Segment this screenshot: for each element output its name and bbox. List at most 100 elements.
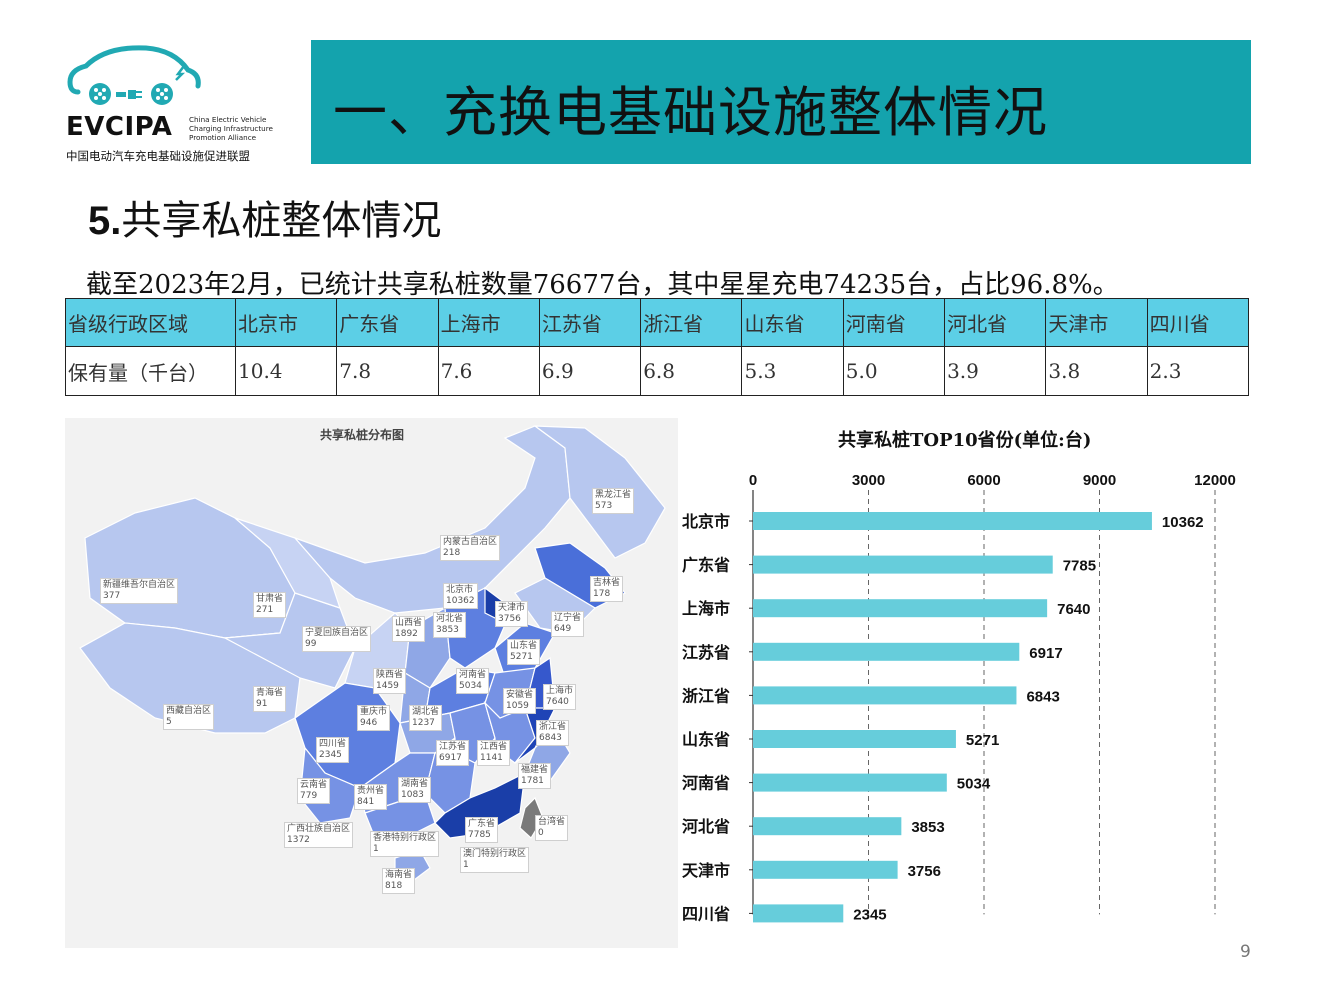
category-label: 河南省 <box>682 774 730 793</box>
map-label: 河南省 5034 <box>456 668 490 694</box>
x-tick-label: 12000 <box>1194 472 1236 489</box>
bar-chart-svg: 0 3000 6000 9000 12000 北京市 10362 广东省 7785 上海市 7640… <box>682 472 1236 923</box>
bar <box>753 599 1048 618</box>
logo-chinese-name: 中国电动汽车充电基础设施促进联盟 <box>66 149 250 163</box>
data-label: 7785 <box>1063 558 1096 575</box>
map-label: 陕西省 1459 <box>373 668 407 694</box>
section-title-text: 共享私桩整体情况 <box>121 198 442 244</box>
bar <box>753 773 947 792</box>
table-header-cell: 山东省 <box>741 298 844 347</box>
map-label: 山东省 5271 <box>507 639 541 665</box>
map-label: 上海市 7640 <box>543 684 577 710</box>
data-label: 3853 <box>911 819 944 836</box>
map-label: 青海省 91 <box>253 686 287 712</box>
data-label: 5034 <box>957 776 991 793</box>
map-label: 广西壮族自治区 1372 <box>284 822 354 848</box>
category-label: 山东省 <box>682 730 730 749</box>
category-label: 四川省 <box>682 904 730 923</box>
map-label: 澳门特别行政区 1 <box>460 847 530 873</box>
map-label: 重庆市 946 <box>357 705 391 731</box>
data-label: 10362 <box>1162 514 1204 531</box>
table-cell: 7.8 <box>336 346 439 396</box>
map-label: 宁夏回族自治区 99 <box>302 626 372 652</box>
table-header-cell: 江苏省 <box>538 298 642 347</box>
logo-en-line: Promotion Alliance <box>189 133 257 142</box>
category-label: 上海市 <box>682 599 730 618</box>
data-label: 5271 <box>966 732 999 749</box>
table-cell: 6.9 <box>538 346 642 396</box>
category-label: 天津市 <box>682 861 730 880</box>
map-label: 海南省 818 <box>382 868 416 894</box>
category-label: 浙江省 <box>682 686 730 705</box>
map-label: 湖南省 1083 <box>398 777 432 803</box>
map-label: 新疆维吾尔自治区 377 <box>100 578 179 604</box>
map-label: 福建省 1781 <box>518 763 552 789</box>
map-label: 台湾省 0 <box>535 815 569 841</box>
map-label: 安徽省 1059 <box>503 688 537 714</box>
table-header-cell: 上海市 <box>437 298 540 347</box>
bar <box>753 642 1020 661</box>
distribution-map: 共享私桩分布图 黑龙江省 573 内蒙古自治区 218 吉林省 178 新疆维吾尔自治… <box>65 418 678 948</box>
table-header-cell: 四川省 <box>1146 298 1250 347</box>
map-label: 吉林省 178 <box>590 576 624 602</box>
page-number: 9 <box>1240 942 1251 962</box>
map-label: 甘肃省 271 <box>253 592 287 618</box>
map-label: 天津市 3756 <box>495 601 529 627</box>
map-label: 内蒙古自治区 218 <box>440 535 501 561</box>
table-header-cell: 河北省 <box>944 298 1047 347</box>
section-number: 5. <box>88 199 122 243</box>
logo-en-line: Charging Infrastructure <box>189 124 273 133</box>
category-label: 北京市 <box>682 512 730 531</box>
bar <box>753 730 956 748</box>
china-map-shape <box>79 425 666 884</box>
table-header-cell: 浙江省 <box>640 298 743 347</box>
table-row-label: 保有量（千台） <box>65 346 236 396</box>
bar <box>753 860 898 879</box>
logo-wordmark: EVCIPA <box>66 112 173 142</box>
map-title: 共享私桩分布图 <box>320 428 405 442</box>
table-header-cell: 河南省 <box>842 298 946 347</box>
x-tick-label: 0 <box>749 472 757 489</box>
bar <box>753 686 1017 705</box>
summary-text: 截至2023年2月，已统计共享私桩数量76677台，其中星星充电74235台，占… <box>86 270 1119 300</box>
top10-bar-chart: 共享私桩TOP10省份(单位:台) 0 3000 6000 9000 12000 北京市 1… <box>678 418 1248 958</box>
map-label: 江西省 1141 <box>477 740 511 766</box>
bar <box>753 555 1053 574</box>
map-label: 北京市 10362 <box>443 583 478 609</box>
table-header-cell: 天津市 <box>1045 298 1148 347</box>
table-cell: 2.3 <box>1146 346 1250 396</box>
table-cell: 5.3 <box>741 346 844 396</box>
ev-car-logo-icon <box>67 45 201 105</box>
table-cell: 6.8 <box>640 346 743 396</box>
table-cell: 10.4 <box>234 346 338 396</box>
map-label: 云南省 779 <box>297 778 331 804</box>
section-title: 5.共享私桩整体情况 <box>88 188 441 246</box>
logo-en-line: China Electric Vehicle <box>189 115 267 124</box>
category-label: 河北省 <box>682 817 730 836</box>
map-label: 贵州省 841 <box>354 784 388 810</box>
table-header-cell: 广东省 <box>336 298 439 347</box>
map-label: 广东省 7785 <box>465 817 499 843</box>
evcipa-logo: EVCIPA China Electric Vehicle Charging I… <box>66 40 273 165</box>
map-label: 西藏自治区 5 <box>163 704 215 730</box>
bar <box>753 817 902 836</box>
x-tick-label: 6000 <box>967 472 1000 489</box>
chart-title: 共享私桩TOP10省份(单位:台) <box>838 430 1092 451</box>
table-cell: 7.6 <box>437 346 540 396</box>
map-label: 河北省 3853 <box>433 612 467 638</box>
table-cell: 3.8 <box>1045 346 1148 396</box>
map-label: 浙江省 6843 <box>536 720 570 746</box>
bar <box>753 512 1152 530</box>
x-tick-label: 9000 <box>1083 472 1116 489</box>
table-header-cell: 北京市 <box>234 298 338 347</box>
data-label: 3756 <box>908 863 941 880</box>
category-label: 江苏省 <box>682 643 730 662</box>
map-label: 江苏省 6917 <box>436 740 470 766</box>
table-row: 保有量（千台） 10.4 7.8 7.6 6.9 6.8 5.3 5.0 3.9… <box>65 346 1250 396</box>
header-banner: 一、充换电基础设施整体情况 <box>311 40 1251 164</box>
map-label: 辽宁省 649 <box>551 611 585 637</box>
page-title: 一、充换电基础设施整体情况 <box>333 81 1048 144</box>
category-label: 广东省 <box>682 556 730 575</box>
table-cell: 3.9 <box>944 346 1047 396</box>
table-header-row: 省级行政区域 北京市 广东省 上海市 江苏省 浙江省 山东省 河南省 河北省 天… <box>65 298 1250 347</box>
